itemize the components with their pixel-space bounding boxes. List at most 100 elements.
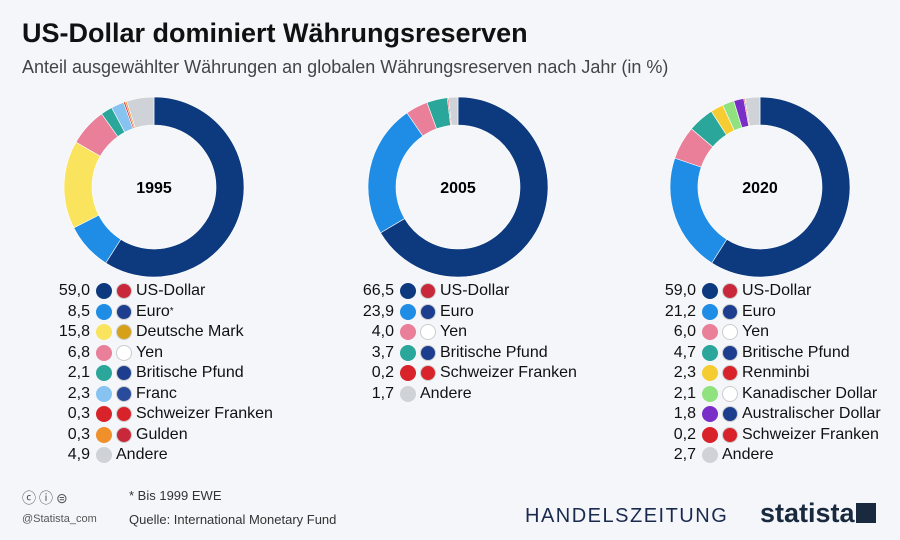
legend-value: 4,9 <box>67 446 90 464</box>
legend-color-swatch <box>400 283 416 300</box>
chart-title: US-Dollar dominiert Währungsreserven <box>22 18 528 48</box>
legend-item: 15,8 Deutsche Mark <box>24 322 273 343</box>
jp-flag-icon <box>116 344 132 361</box>
legend-value: 2,3 <box>67 384 90 402</box>
legend-label: US-Dollar <box>742 282 812 300</box>
de-flag-icon <box>116 324 132 341</box>
legend-label: US-Dollar <box>440 282 510 300</box>
legend-label: Yen <box>742 323 769 341</box>
legend-color-swatch <box>702 447 718 464</box>
legend-value: 0,2 <box>673 425 696 443</box>
legend-value: 1,8 <box>673 405 696 423</box>
legend-label: Franc <box>136 384 177 402</box>
legend-label: Yen <box>440 323 467 341</box>
footnote: * Bis 1999 EWE <box>129 488 222 503</box>
us-flag-icon <box>722 283 738 300</box>
legend-color-swatch <box>702 385 718 402</box>
legend-color-swatch <box>96 447 112 464</box>
jp-flag-icon <box>420 324 436 341</box>
ch-flag-icon <box>420 365 436 382</box>
legend-color-swatch <box>400 385 416 402</box>
legend-label: Britische Pfund <box>136 364 244 382</box>
legend-label: Britische Pfund <box>440 343 548 361</box>
legend-item: 8,5 Euro * <box>24 302 273 323</box>
legend-value: 2,3 <box>673 364 696 382</box>
handelszeitung-logo: HANDELSZEITUNG <box>525 505 729 527</box>
statista-logo: statista <box>760 498 855 528</box>
ch-flag-icon <box>116 406 132 423</box>
legend-1995: 59,0 US-Dollar 8,5 Euro * 15,8 Deutsche M… <box>24 281 273 466</box>
legend-item: 2,3 Renminbi <box>630 363 881 384</box>
legend-value: 66,5 <box>362 282 394 300</box>
legend-value: 8,5 <box>67 302 90 320</box>
legend-2020: 59,0 US-Dollar 21,2 Euro 6,0 Yen 4,7 Bri… <box>630 281 881 466</box>
legend-color-swatch <box>96 385 112 402</box>
legend-value: 23,9 <box>362 302 394 320</box>
legend-label: Yen <box>136 343 163 361</box>
legend-item: 0,3 Gulden <box>24 425 273 446</box>
ch-flag-icon <box>722 426 738 443</box>
legend-value: 0,3 <box>67 405 90 423</box>
legend-item: 2,1 Britische Pfund <box>24 363 273 384</box>
legend-value: 4,0 <box>371 323 394 341</box>
legend-color-swatch <box>96 426 112 443</box>
legend-item: 59,0 US-Dollar <box>630 281 881 302</box>
legend-item: 2,7 Andere <box>630 445 881 466</box>
legend-label: Schweizer Franken <box>136 405 273 423</box>
legend-item: 59,0 US-Dollar <box>24 281 273 302</box>
legend-color-swatch <box>702 426 718 443</box>
legend-label: Gulden <box>136 425 188 443</box>
eu-flag-icon <box>722 303 738 320</box>
cc-license-icons: ⓒⓘ⊜ <box>22 490 71 506</box>
legend-label: Euro <box>136 302 170 320</box>
donut-slice-us-dollar <box>380 96 549 278</box>
au-flag-icon <box>722 406 738 423</box>
legend-label: Euro <box>440 302 474 320</box>
legend-color-swatch <box>702 344 718 361</box>
legend-item: 0,2 Schweizer Franken <box>328 363 577 384</box>
eu-flag-icon <box>420 303 436 320</box>
legend-color-swatch <box>96 324 112 341</box>
donut-chart-2020: 2020 <box>669 96 851 278</box>
legend-value: 4,7 <box>673 343 696 361</box>
source: Quelle: International Monetary Fund <box>129 512 337 527</box>
legend-value: 21,2 <box>664 302 696 320</box>
legend-item: 23,9 Euro <box>328 302 577 323</box>
donut-slice-us-dollar <box>711 96 851 278</box>
legend-item: 1,8 Australischer Dollar <box>630 404 881 425</box>
donut-chart-2005: 2005 <box>367 96 549 278</box>
legend-color-swatch <box>702 303 718 320</box>
legend-label: Schweizer Franken <box>742 425 879 443</box>
donut-slice-andere <box>744 96 761 127</box>
eu-flag-icon <box>116 303 132 320</box>
uk-flag-icon <box>420 344 436 361</box>
statista-logo-icon <box>856 503 876 523</box>
donut-slice-andere <box>126 96 155 129</box>
legend-2005: 66,5 US-Dollar 23,9 Euro 4,0 Yen 3,7 Bri… <box>328 281 577 404</box>
legend-footnote-mark: * <box>169 306 174 318</box>
legend-item: 2,1 Kanadischer Dollar <box>630 384 881 405</box>
donut-slice-euro <box>367 112 424 234</box>
legend-item: 4,7 Britische Pfund <box>630 343 881 364</box>
legend-color-swatch <box>702 406 718 423</box>
legend-item: 0,3 Schweizer Franken <box>24 404 273 425</box>
legend-label: Deutsche Mark <box>136 323 244 341</box>
legend-item: 6,0 Yen <box>630 322 881 343</box>
legend-value: 3,7 <box>371 343 394 361</box>
legend-label: Schweizer Franken <box>440 364 577 382</box>
us-flag-icon <box>420 283 436 300</box>
legend-label: Britische Pfund <box>742 343 850 361</box>
legend-value: 59,0 <box>664 282 696 300</box>
legend-value: 2,1 <box>67 364 90 382</box>
legend-value: 15,8 <box>58 323 90 341</box>
legend-item: 4,0 Yen <box>328 322 577 343</box>
legend-item: 6,8 Yen <box>24 343 273 364</box>
legend-item: 21,2 Euro <box>630 302 881 323</box>
legend-label: Andere <box>420 384 472 402</box>
legend-value: 0,3 <box>67 425 90 443</box>
legend-value: 59,0 <box>58 282 90 300</box>
legend-color-swatch <box>400 344 416 361</box>
donut-chart-1995: 1995 <box>63 96 245 278</box>
legend-label: Kanadischer Dollar <box>742 384 878 402</box>
cn-flag-icon <box>722 365 738 382</box>
